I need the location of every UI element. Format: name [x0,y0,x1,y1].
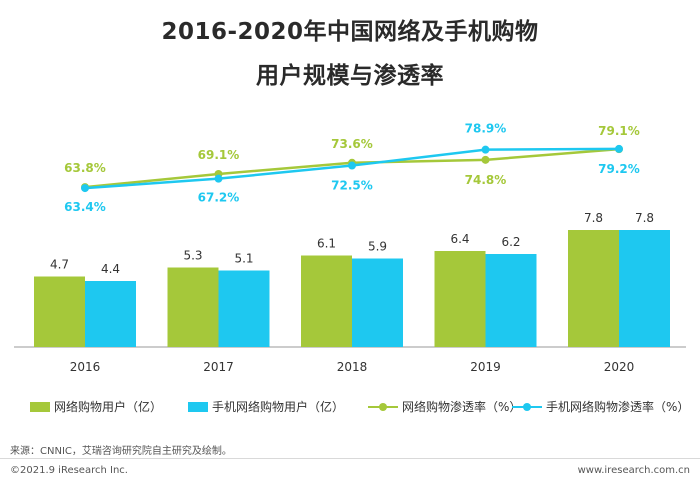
bar-online-users-2018 [301,255,352,347]
legend-label-mobile-penetration: 手机网络购物渗透率（%） [546,400,690,414]
bar-label-online-users-2017: 5.3 [183,249,202,263]
legend-item-online-penetration: 网络购物渗透率（%） [368,398,521,415]
chart-area: 4.7 4.4 2016 5.3 5.1 2017 6.1 5.9 2018 6.4 6.2 2019… [14,122,686,374]
bar-online-users-2019 [434,251,486,347]
point-label-online-penetration-2018: 73.6% [331,137,373,151]
bar-label-online-users-2018: 6.1 [317,237,336,251]
bar-label-mobile-users-2020: 7.8 [635,211,654,225]
point-label-online-penetration-2020: 79.1% [598,124,640,138]
point-label-mobile-penetration-2018: 72.5% [331,179,373,193]
legend-swatch-mobile-users [188,401,208,412]
bar-label-online-users-2020: 7.8 [584,211,603,225]
bar-online-users-2017 [167,267,219,347]
point-mobile-penetration-2019 [481,145,490,154]
bar-mobile-users-2016 [85,281,136,347]
point-mobile-penetration-2020 [615,144,623,153]
point-mobile-penetration-2018 [348,161,356,170]
legend-swatch-online-penetration [368,402,398,412]
legend-swatch-online-users [30,401,50,412]
bar-label-online-users-2019: 6.4 [450,232,469,246]
point-mobile-penetration-2016 [81,184,89,193]
point-label-mobile-penetration-2019: 78.9% [465,122,507,136]
legend-label-online-penetration: 网络购物渗透率（%） [402,400,522,414]
point-label-mobile-penetration-2017: 67.2% [198,191,240,205]
bar-mobile-users-2019 [485,254,537,347]
legend-label-mobile-users: 手机网络购物用户（亿） [212,400,345,414]
bar-label-mobile-users-2017: 5.1 [234,252,253,266]
bar-mobile-users-2020 [619,230,670,347]
copyright-text: ©2021.9 iResearch Inc. [10,465,128,476]
legend-item-online-shopping-users: 网络购物用户（亿） [30,398,162,415]
point-label-mobile-penetration-2016: 63.4% [64,200,106,214]
x-tick-label-2018: 2018 [337,360,368,374]
x-tick-label-2020: 2020 [604,360,635,374]
legend-item-mobile-shopping-users: 手机网络购物用户（亿） [188,398,344,415]
legend-label-online-users: 网络购物用户（亿） [54,400,163,414]
x-tick-label-2017: 2017 [203,360,234,374]
bar-mobile-users-2018 [352,258,403,347]
bar-online-users-2020 [568,230,619,347]
point-label-online-penetration-2016: 63.8% [64,161,106,175]
chart-title-line-1: 2016-2020年中国网络及手机购物 [161,19,539,45]
point-label-online-penetration-2019: 74.8% [465,173,507,187]
point-mobile-penetration-2017 [214,174,223,183]
x-tick-label-2016: 2016 [70,360,101,374]
chart-legend: 网络购物用户（亿） 手机网络购物用户（亿） 网络购物渗透率（%） 手机网络购物渗… [30,398,690,418]
point-label-online-penetration-2017: 69.1% [198,148,240,162]
bar-label-mobile-users-2019: 6.2 [501,235,520,249]
bar-label-online-users-2016: 4.7 [50,258,69,272]
chart-title-line-2: 用户规模与渗透率 [256,63,444,89]
point-label-mobile-penetration-2020: 79.2% [598,162,640,176]
bar-label-mobile-users-2016: 4.4 [101,262,120,276]
bar-mobile-users-2017 [218,270,270,347]
point-online-penetration-2019 [481,155,490,164]
legend-item-mobile-penetration: 手机网络购物渗透率（%） [512,398,689,415]
bar-online-users-2016 [34,276,85,347]
footer-divider [0,458,700,459]
legend-swatch-mobile-penetration [512,402,542,412]
website-text: www.iresearch.com.cn [577,465,690,476]
bar-label-mobile-users-2018: 5.9 [368,240,387,254]
x-tick-label-2019: 2019 [470,360,501,374]
source-note: 来源：CNNIC，艾瑞咨询研究院自主研究及绘制。 [10,446,232,457]
